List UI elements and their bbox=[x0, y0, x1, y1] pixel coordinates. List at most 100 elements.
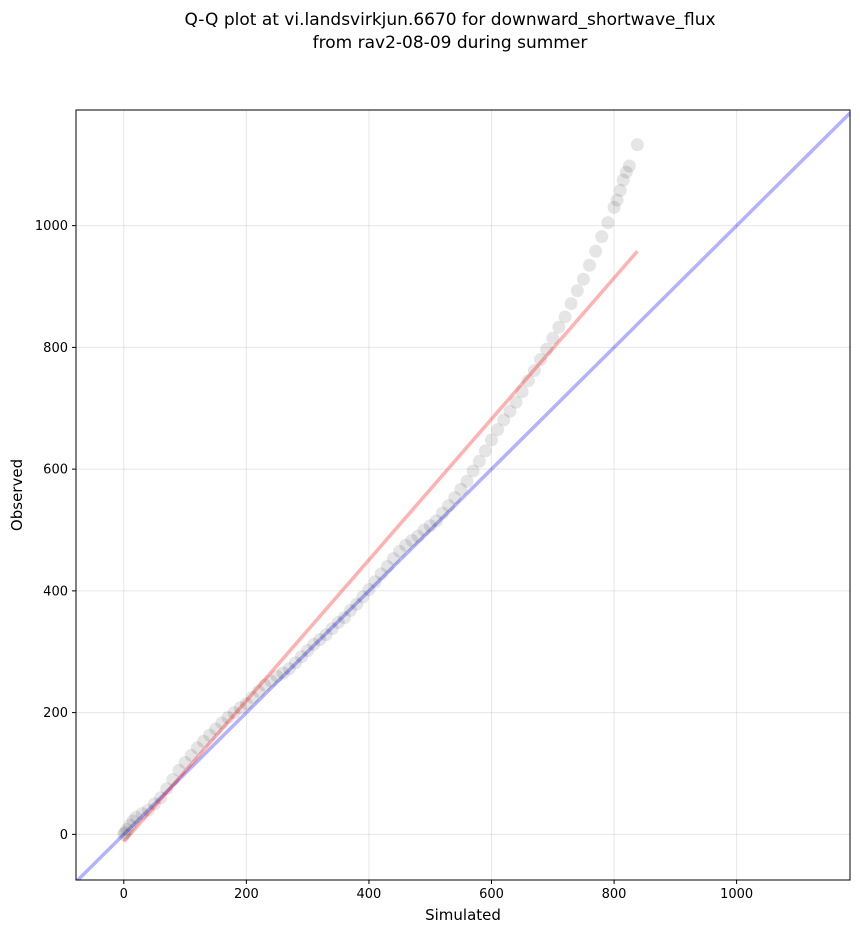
x-tick-label: 1000 bbox=[720, 887, 753, 902]
quantile-point bbox=[239, 696, 253, 710]
quantile-point bbox=[583, 258, 597, 272]
quantile-point bbox=[141, 803, 155, 817]
quantile-point bbox=[123, 818, 137, 832]
quantile-point bbox=[521, 374, 535, 388]
quantile-point bbox=[301, 644, 315, 658]
quantile-point bbox=[245, 690, 259, 704]
x-tick-label: 800 bbox=[602, 887, 627, 902]
quantile-point bbox=[386, 552, 400, 566]
quantile-point bbox=[393, 544, 407, 558]
quantile-point bbox=[190, 741, 204, 755]
quantile-point bbox=[331, 616, 345, 630]
quantile-point bbox=[350, 597, 364, 611]
quantile-point bbox=[362, 583, 376, 597]
reference-line bbox=[76, 111, 850, 880]
quantile-point bbox=[478, 444, 492, 458]
quantile-point bbox=[466, 464, 480, 478]
quantile-point bbox=[147, 797, 161, 811]
quantile-point bbox=[405, 533, 419, 547]
chart-title-line-2: from rav2-08-09 during summer bbox=[313, 33, 588, 53]
grid bbox=[76, 110, 850, 880]
quantile-point bbox=[166, 773, 180, 787]
quantile-point bbox=[595, 230, 609, 244]
quantile-point bbox=[313, 633, 327, 647]
x-tick-label: 0 bbox=[120, 887, 128, 902]
quantile-point bbox=[276, 666, 290, 680]
x-tick-label: 400 bbox=[357, 887, 382, 902]
quantile-point bbox=[288, 656, 302, 670]
quantile-point bbox=[570, 284, 584, 298]
fit-line bbox=[122, 250, 639, 843]
quantile-point bbox=[215, 716, 229, 730]
y-tick-label: 400 bbox=[43, 584, 68, 599]
y-tick-label: 1000 bbox=[35, 219, 68, 234]
quantile-point bbox=[374, 567, 388, 581]
quantile-point bbox=[209, 722, 223, 736]
quantile-point bbox=[564, 297, 578, 311]
quantile-point bbox=[546, 331, 560, 345]
quantile-point bbox=[160, 782, 174, 796]
quantile-point bbox=[270, 669, 284, 683]
quantile-point bbox=[135, 807, 149, 821]
quantile-point bbox=[233, 701, 247, 715]
quantile-point bbox=[491, 423, 505, 437]
quantile-point bbox=[368, 575, 382, 589]
y-tick-label: 600 bbox=[43, 463, 68, 478]
quantile-point bbox=[484, 433, 498, 447]
quantile-point bbox=[503, 404, 517, 418]
quantile-point bbox=[622, 159, 636, 173]
quantile-point bbox=[589, 244, 603, 258]
quantile-point bbox=[337, 611, 351, 625]
quantile-point bbox=[509, 395, 523, 409]
quantile-point bbox=[380, 560, 394, 574]
x-tick-label: 600 bbox=[479, 887, 504, 902]
quantile-point bbox=[607, 200, 621, 214]
quantile-point bbox=[619, 165, 633, 179]
y-axis-label: Observed bbox=[8, 459, 26, 531]
quantile-point bbox=[117, 827, 131, 841]
quantile-point bbox=[196, 734, 210, 748]
quantile-point bbox=[460, 474, 474, 488]
quantile-point bbox=[172, 763, 186, 777]
quantile-point bbox=[442, 499, 456, 513]
quantile-point bbox=[252, 684, 266, 698]
quantile-point bbox=[429, 514, 443, 528]
plot-frame bbox=[75, 109, 851, 881]
quantile-point bbox=[610, 193, 624, 207]
quantile-point bbox=[417, 523, 431, 537]
quantile-point bbox=[448, 491, 462, 505]
y-tick-label: 800 bbox=[43, 341, 68, 356]
quantile-point bbox=[307, 637, 321, 651]
quantile-point bbox=[454, 482, 468, 496]
quantile-point bbox=[203, 728, 217, 742]
quantile-point bbox=[356, 590, 370, 604]
quantile-point bbox=[118, 826, 132, 840]
x-tick-label: 200 bbox=[234, 887, 259, 902]
quantile-point bbox=[129, 810, 143, 824]
quantile-point bbox=[295, 650, 309, 664]
quantile-point bbox=[319, 628, 333, 642]
quantile-point bbox=[221, 710, 235, 724]
quantile-point bbox=[344, 603, 358, 617]
quantile-point bbox=[616, 173, 630, 187]
chart-title-line-1: Q-Q plot at vi.landsvirkjun.6670 for dow… bbox=[184, 10, 715, 30]
quantile-point bbox=[435, 506, 449, 520]
quantile-point bbox=[264, 674, 278, 688]
x-axis-label: Simulated bbox=[425, 906, 501, 924]
quantile-point bbox=[558, 310, 572, 324]
quantile-point bbox=[613, 183, 627, 197]
quantile-point bbox=[184, 748, 198, 762]
axis-ticks: 0 200 400 600 800 1000 0 200 400 600 800 1000 bbox=[35, 219, 753, 902]
quantile-point bbox=[540, 342, 554, 356]
quantile-point bbox=[576, 272, 590, 286]
quantile-point bbox=[411, 529, 425, 543]
quantile-point bbox=[120, 822, 134, 836]
quantile-point bbox=[325, 622, 339, 636]
quantile-point bbox=[399, 538, 413, 552]
quantile-point bbox=[154, 791, 168, 805]
quantile-point bbox=[258, 678, 272, 692]
quantile-point bbox=[552, 320, 566, 334]
quantile-point bbox=[178, 756, 192, 770]
y-tick-label: 0 bbox=[60, 828, 68, 843]
